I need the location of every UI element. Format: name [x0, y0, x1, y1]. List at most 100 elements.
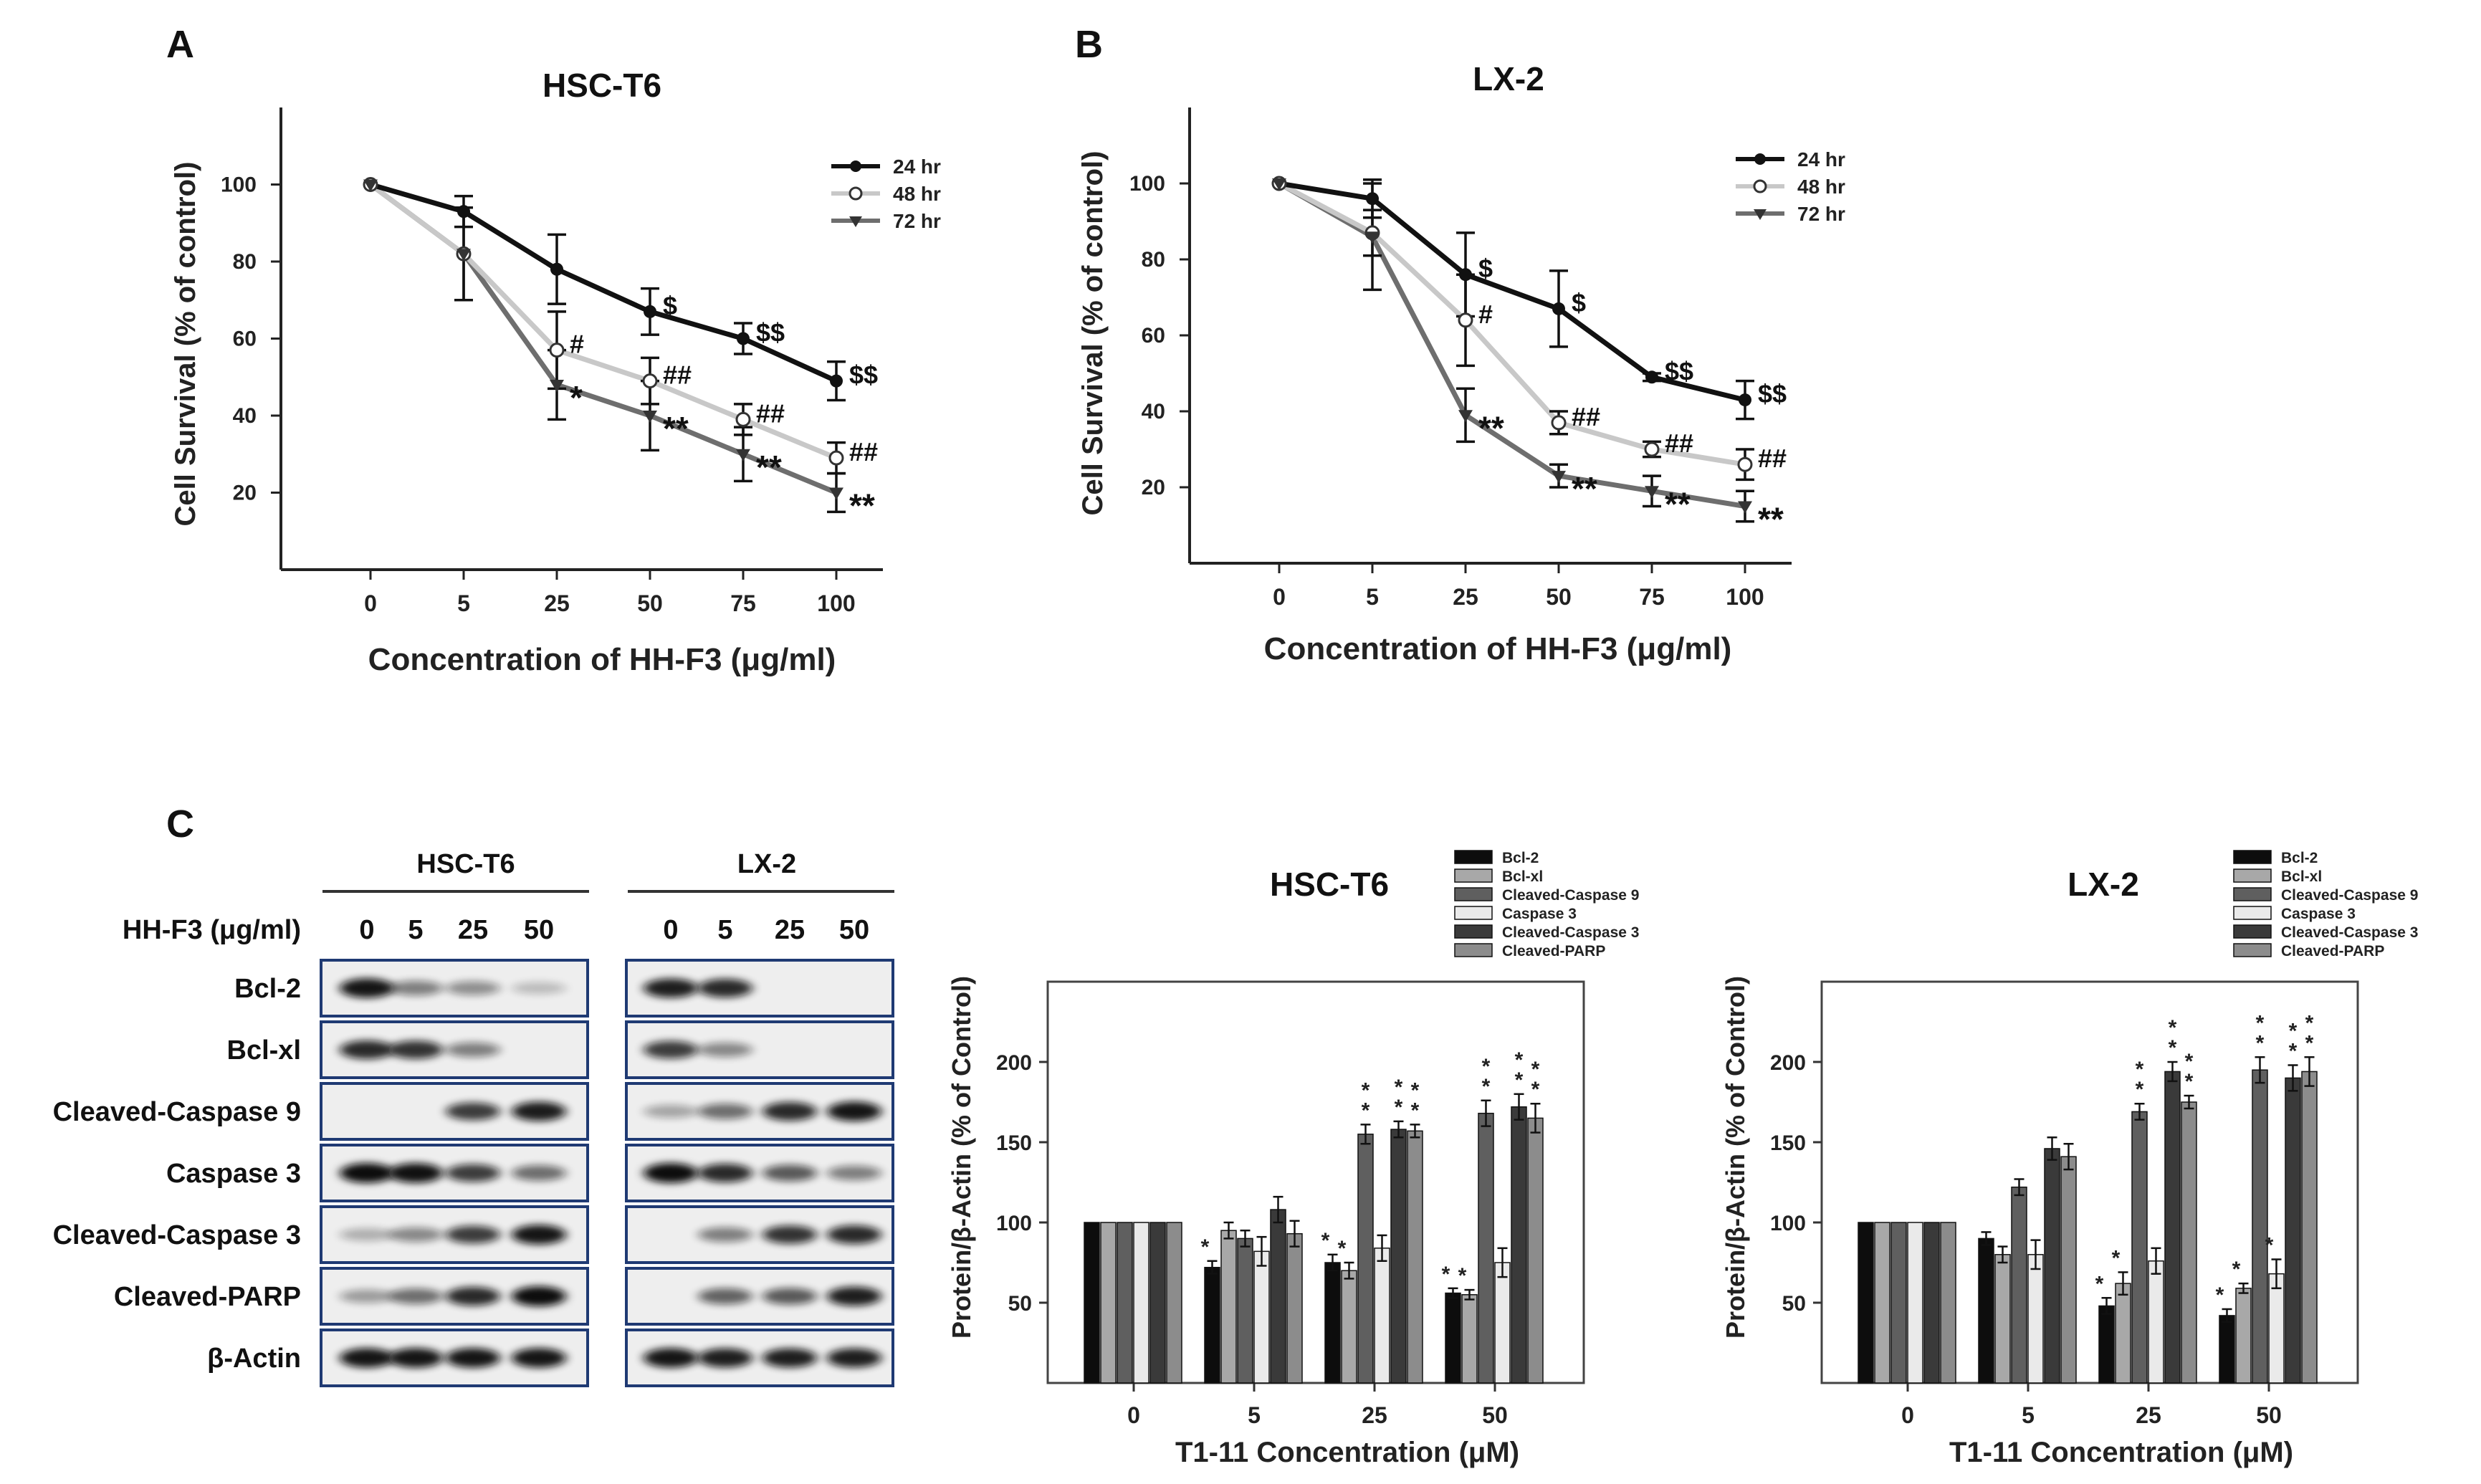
panel-label-a: A [166, 23, 194, 66]
blot-band [512, 1101, 566, 1121]
lane-label: 0 [663, 915, 678, 945]
significance-marker: * [2112, 1246, 2121, 1270]
blot-band [698, 1042, 752, 1058]
data-point [736, 449, 750, 461]
data-point [737, 332, 750, 345]
data-point [1645, 486, 1659, 499]
data-point [1552, 302, 1565, 315]
blot-band [340, 1289, 394, 1303]
legend-marker [849, 216, 862, 227]
bar-Bcl-2 [1084, 1222, 1100, 1384]
y-tick-label: 100 [1770, 1212, 1806, 1235]
blot-group-label-hsc-t6: HSC-T6 [416, 849, 515, 879]
legend-label: Bcl-xl [1502, 868, 1543, 885]
data-point [550, 262, 563, 276]
x-tick-label: 75 [730, 590, 756, 616]
x-tick-label: 25 [544, 590, 570, 616]
significance-marker: ## [1572, 402, 1600, 431]
blot-band [446, 1102, 500, 1121]
bar-Cleaved-Caspase-3 [2285, 1077, 2301, 1384]
y-axis-label: Protein/β-Actin (% of Control) [947, 976, 976, 1339]
blot-band [446, 1225, 500, 1244]
blot-band [763, 1348, 817, 1368]
significance-marker: * [2232, 1258, 2241, 1281]
data-point [829, 487, 843, 500]
significance-marker: * [1362, 1098, 1370, 1122]
significance-marker: $$ [1758, 379, 1787, 408]
significance-marker-extra: * [1395, 1076, 1403, 1099]
bar-Cleaved-Caspase-9 [1357, 1134, 1374, 1384]
legend-marker [848, 186, 863, 201]
x-tick-label: 5 [457, 590, 470, 616]
bar-Cleaved-PARP [2060, 1156, 2077, 1384]
data-point [456, 249, 471, 262]
significance-marker: * [1531, 1078, 1540, 1101]
data-point [1366, 192, 1379, 206]
data-point [1739, 393, 1751, 407]
significance-marker: * [1458, 1264, 1467, 1288]
blot-band [388, 1288, 443, 1304]
plot-frame [1820, 980, 2359, 1384]
x-tick-label: 50 [637, 590, 663, 616]
bar-Bcl-2 [2219, 1315, 2235, 1384]
blot-band [698, 978, 752, 998]
blot-band [446, 1042, 500, 1058]
legend-label: Cleaved-PARP [2281, 943, 2384, 959]
significance-marker: $$ [756, 318, 785, 348]
lane-label: 25 [775, 915, 805, 945]
bar-Cleaved-PARP [1286, 1232, 1303, 1384]
lane-label: 50 [839, 915, 869, 945]
lane-label: 0 [359, 915, 374, 945]
bar-Cleaved-Caspase-9 [2131, 1111, 2148, 1384]
legend-marker [1754, 209, 1767, 220]
series-line-72-hr [1278, 181, 1746, 509]
blot-band [388, 1040, 443, 1059]
western-blot: HSC-T6 LX-2 HH-F3 (μg/ml) 0 5 25 50 0 5 25 50 Bc… [53, 849, 894, 1387]
series-line-24-hr [1278, 181, 1746, 403]
y-tick-label: 50 [1782, 1292, 1806, 1316]
bar-Cleaved-Caspase-3 [2164, 1071, 2181, 1384]
chart-title: LX-2 [2068, 866, 2139, 903]
legend-label: 48 hr [893, 183, 941, 205]
blot-band [340, 978, 394, 998]
significance-marker: ** [1478, 409, 1504, 446]
x-tick-label: 0 [1127, 1402, 1140, 1428]
legend-swatch [1454, 887, 1493, 901]
significance-marker: * [2185, 1070, 2194, 1093]
bar-Caspase-3 [2268, 1273, 2285, 1384]
bar-Cleaved-Caspase-9 [1237, 1238, 1253, 1384]
significance-marker: ## [756, 398, 785, 428]
significance-marker: ** [663, 410, 689, 447]
x-tick-label: 50 [1482, 1402, 1508, 1428]
panel-label-b: B [1075, 23, 1103, 66]
significance-marker: * [2216, 1283, 2224, 1307]
blot-band [698, 1348, 752, 1368]
significance-marker-extra: * [1482, 1055, 1491, 1078]
bar-Cleaved-Caspase-9 [1890, 1222, 1907, 1384]
data-point [828, 450, 844, 466]
significance-marker: ## [1758, 444, 1787, 473]
significance-marker-extra: * [2289, 1019, 2298, 1043]
legend-marker [850, 161, 861, 172]
legend-marker [1753, 179, 1767, 193]
series-line-24-hr [370, 182, 838, 383]
y-tick-label: 200 [996, 1051, 1032, 1075]
data-point [1737, 456, 1753, 472]
legend-swatch [2233, 887, 2272, 901]
x-tick-label: 0 [364, 590, 377, 616]
legend-marker [1754, 153, 1766, 165]
data-point [1645, 370, 1658, 384]
blot-band [388, 980, 443, 996]
bar-Bcl-2 [1204, 1266, 1220, 1384]
bar-Bcl-xl [1100, 1222, 1117, 1384]
blot-band [763, 1101, 817, 1121]
treatment-label: HH-F3 (μg/ml) [123, 915, 301, 945]
y-axis-label: Cell Survival (% of control) [170, 162, 201, 527]
data-point [1552, 471, 1566, 484]
bar-Cleaved-PARP [2181, 1101, 2197, 1384]
bar-Cleaved-Caspase-9 [2011, 1186, 2027, 1384]
legend-label: Caspase 3 [2281, 906, 2356, 922]
data-point [1738, 501, 1752, 514]
bar-Bcl-2 [1445, 1292, 1461, 1384]
